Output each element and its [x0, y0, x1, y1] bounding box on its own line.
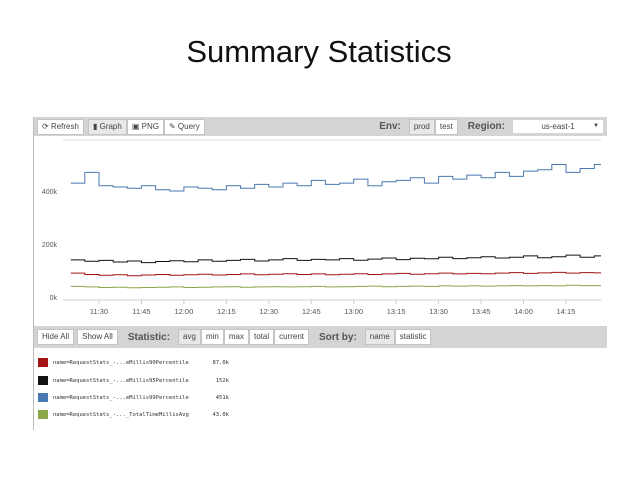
series-line-1 [70, 254, 601, 264]
y-tick-label: 400k [42, 189, 58, 196]
x-tick-label: 13:00 [344, 307, 363, 316]
x-tick-label: 12:15 [217, 307, 236, 316]
bar-chart-icon: ▮ [92, 121, 98, 131]
time-series-chart: 0k 200k 400k 11:30 11:45 12:00 12:15 12:30 12:45… [42, 139, 601, 316]
region-label: Region: [467, 121, 505, 132]
sort-statistic[interactable]: statistic [394, 329, 432, 345]
refresh-icon: ⟳ [42, 121, 49, 131]
statistics-bar: Hide All Show All Statistic: avg min max… [34, 326, 607, 348]
x-tick-label: 12:00 [175, 307, 194, 316]
dashboard-screenshot: ⟳ Refresh ▮ Graph ▣ PNG ✎ Query Env: pro… [33, 117, 607, 430]
graph-button[interactable]: ▮ Graph [87, 118, 127, 135]
series-line-3 [70, 284, 601, 289]
y-tick-label: 0k [50, 295, 58, 302]
x-tick-label: 12:45 [302, 307, 321, 316]
sort-label: Sort by: [319, 331, 357, 343]
legend-swatch [38, 410, 48, 419]
env-test[interactable]: test [434, 118, 458, 135]
x-tick-label: 13:45 [472, 307, 491, 316]
legend-item[interactable]: name=RequestStats_-...eMillis99Percentil… [38, 393, 229, 402]
pencil-icon: ✎ [168, 121, 176, 131]
toolbar: ⟳ Refresh ▮ Graph ▣ PNG ✎ Query Env: pro… [34, 117, 607, 136]
stat-max[interactable]: max [223, 329, 249, 345]
series-line-2 [70, 271, 601, 277]
stat-avg[interactable]: avg [178, 329, 201, 345]
region-select[interactable]: us-east-1 ▼ [513, 120, 603, 133]
x-tick-label: 14:00 [514, 307, 533, 316]
legend-swatch [38, 358, 48, 367]
x-tick-label: 13:15 [387, 307, 406, 316]
x-tick-label: 11:30 [90, 307, 108, 316]
env-label: Env: [379, 121, 401, 132]
slide-title: Summary Statistics [186, 34, 452, 69]
env-prod[interactable]: prod [408, 118, 435, 135]
query-button[interactable]: ✎ Query [163, 118, 205, 135]
x-tick-label: 14:15 [557, 307, 576, 316]
y-tick-label: 200k [42, 242, 58, 249]
x-tick-label: 13:30 [429, 307, 448, 316]
statistic-label: Statistic: [127, 331, 171, 343]
sort-name[interactable]: name [364, 329, 395, 345]
stat-min[interactable]: min [200, 329, 224, 345]
series-line-0 [70, 164, 601, 192]
show-all-button[interactable]: Show All [77, 329, 118, 345]
legend-item[interactable]: name=RequestStats_-..._TotalTimeMillisAv… [38, 410, 229, 419]
legend-swatch [38, 393, 48, 402]
refresh-button[interactable]: ⟳ Refresh [37, 118, 84, 135]
stat-total[interactable]: total [248, 329, 275, 345]
legend-item[interactable]: name=RequestStats_-...eMillis90Percentil… [38, 358, 229, 367]
legend-swatch [38, 376, 48, 385]
chevron-down-icon: ▼ [593, 123, 599, 129]
legend-item[interactable]: name=RequestStats_-...eMillis95Percentil… [38, 376, 229, 385]
stat-current[interactable]: current [274, 329, 309, 345]
hide-all-button[interactable]: Hide All [37, 329, 75, 345]
png-button[interactable]: ▣ PNG [126, 118, 164, 135]
x-tick-label: 12:30 [259, 307, 278, 316]
image-icon: ▣ [131, 121, 140, 131]
x-tick-label: 11:45 [132, 307, 150, 316]
